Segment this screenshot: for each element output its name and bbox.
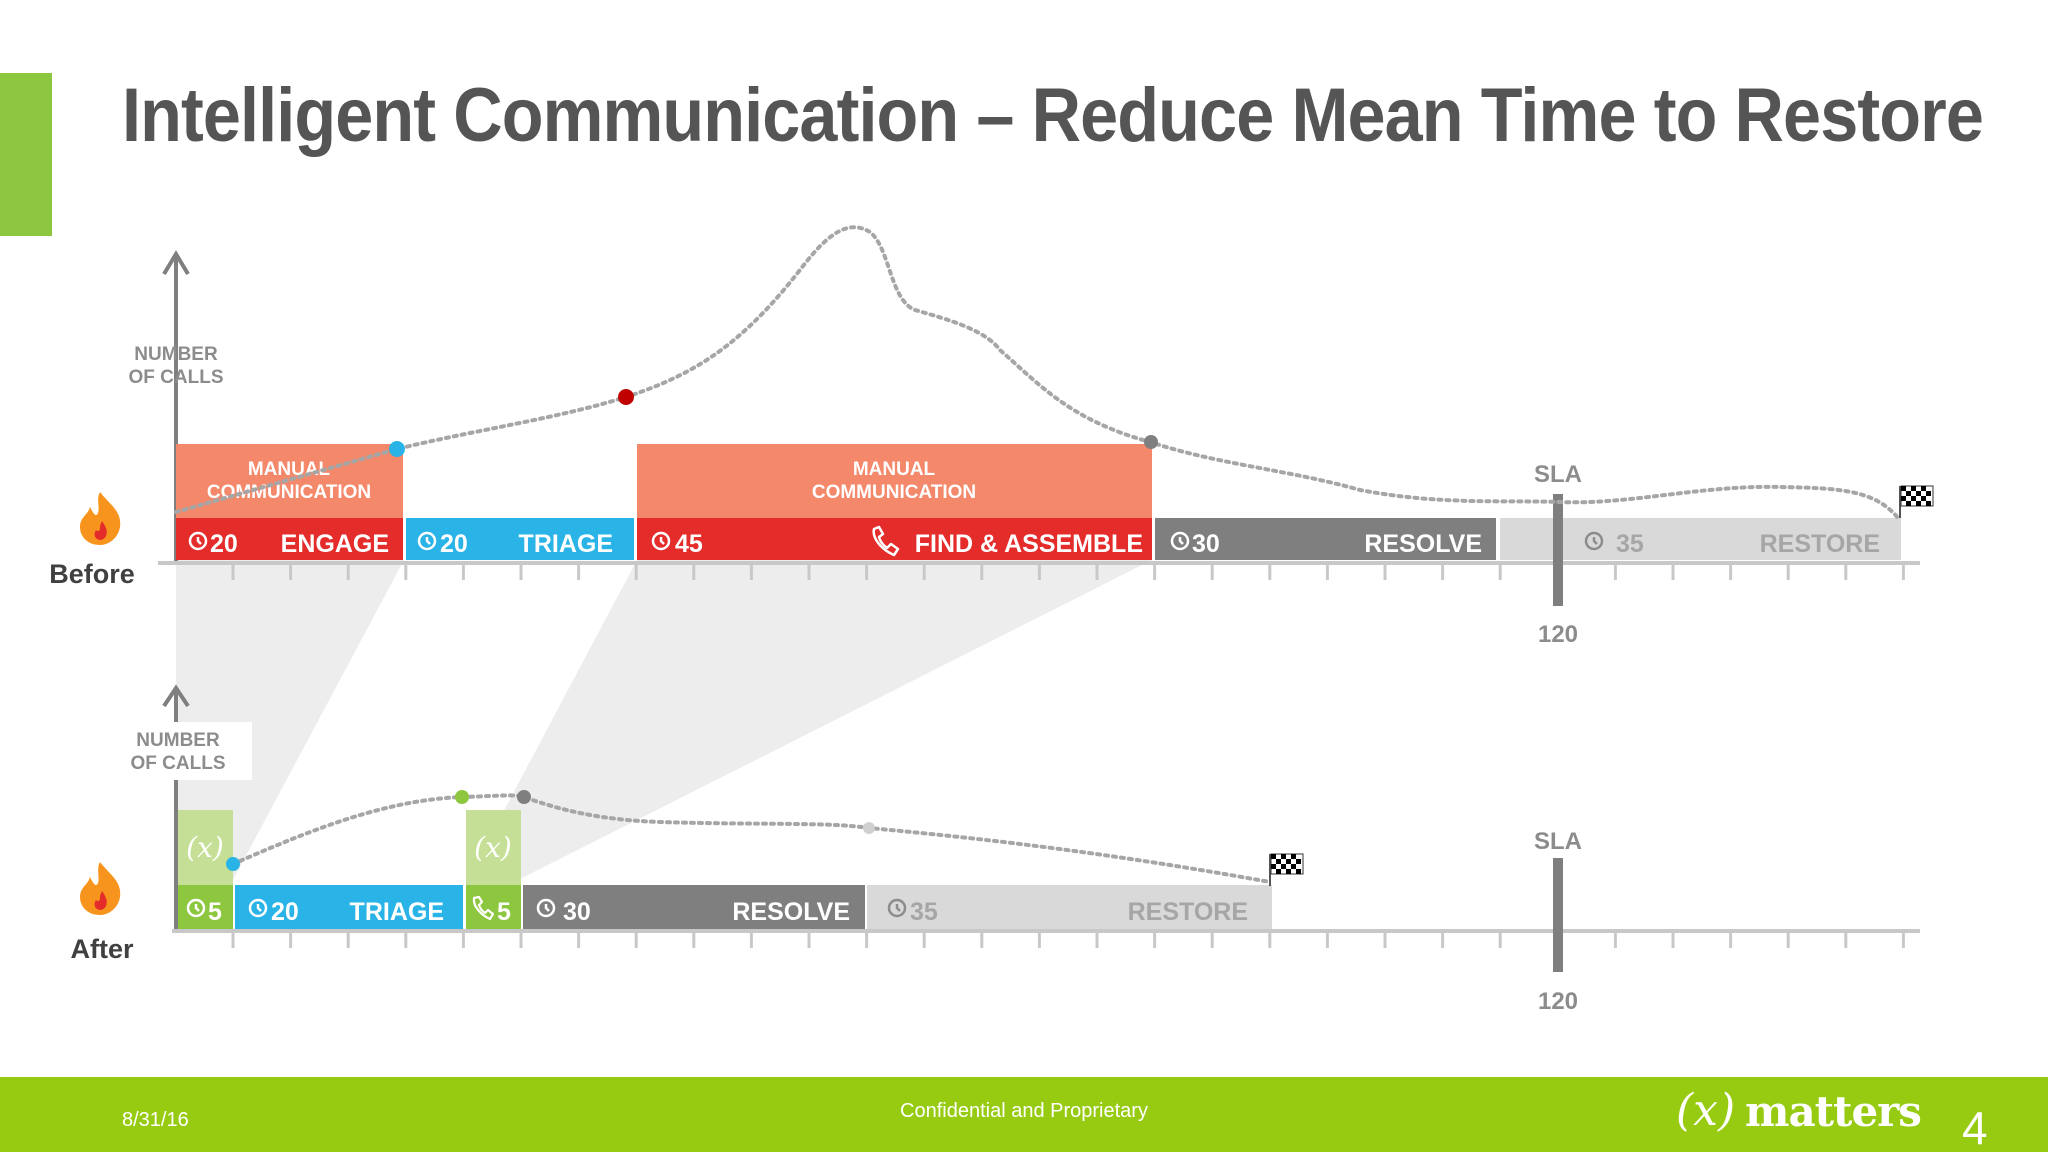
page-number: 4 xyxy=(1962,1102,1988,1154)
before-find-label: FIND & ASSEMBLE xyxy=(915,530,1143,558)
after-time-ticks xyxy=(231,931,1905,948)
after-curve-point-light xyxy=(863,822,875,834)
before-restore-segment xyxy=(1500,518,1901,560)
before-calls-curve xyxy=(174,225,1900,520)
before-manual-communication-block-2 xyxy=(637,444,1152,518)
after-triage-segment xyxy=(235,885,463,929)
after-engage-minutes: 5 xyxy=(208,898,222,926)
fire-icon xyxy=(80,862,121,915)
title-accent-bar xyxy=(0,73,52,236)
zoom-shade-find xyxy=(467,560,1152,880)
after-axis-label-box xyxy=(124,722,252,780)
after-xmatters-block-1 xyxy=(178,810,233,885)
before-label: Before xyxy=(49,559,135,589)
before-restore-label: RESTORE xyxy=(1760,530,1880,558)
clock-icon xyxy=(1584,531,1604,551)
after-resolve-segment xyxy=(523,885,865,929)
after-curve-point-gray xyxy=(517,790,531,804)
before-manual-label-2-line1: MANUAL xyxy=(853,459,936,480)
after-assemble-segment xyxy=(466,885,521,929)
clock-icon xyxy=(536,898,556,918)
clock-icon xyxy=(188,531,208,551)
footer-bar: 8/31/16 Confidential and Proprietary (x)… xyxy=(0,1077,2048,1154)
before-find-minutes: 45 xyxy=(675,530,703,558)
checkered-flag-icon xyxy=(1899,485,1934,518)
before-axis-label-line1: NUMBER xyxy=(134,344,218,365)
after-sla-value: 120 xyxy=(1538,988,1578,1015)
after-calls-curve xyxy=(231,793,1272,884)
before-resolve-segment xyxy=(1155,518,1496,560)
before-triage-segment xyxy=(406,518,634,560)
after-engage-segment xyxy=(178,885,233,929)
clock-icon xyxy=(186,898,206,918)
clock-icon xyxy=(248,898,268,918)
footer-confidential: Confidential and Proprietary xyxy=(900,1100,1148,1122)
before-sla-value: 120 xyxy=(1538,621,1578,648)
before-resolve-label: RESOLVE xyxy=(1364,530,1482,558)
before-axis-label-line2: OF CALLS xyxy=(129,367,224,388)
phone-icon xyxy=(872,525,900,557)
clock-icon xyxy=(1170,531,1190,551)
before-restore-minutes: 35 xyxy=(1616,530,1644,558)
after-axis-label-line1: NUMBER xyxy=(136,730,220,751)
after-restore-minutes: 35 xyxy=(910,898,938,926)
after-xmatters-symbol-1: (x) xyxy=(186,831,224,864)
after-triage-label: TRIAGE xyxy=(350,898,444,926)
zoom-shade-engage xyxy=(176,560,404,880)
after-resolve-label: RESOLVE xyxy=(732,898,850,926)
xmatters-logo-wordmark: matters xyxy=(1745,1087,1922,1136)
before-engage-segment xyxy=(176,518,403,560)
before-sla-label: SLA xyxy=(1534,461,1582,488)
after-assemble-minutes: 5 xyxy=(497,898,511,926)
after-restore-label: RESTORE xyxy=(1128,898,1248,926)
footer-date: 8/31/16 xyxy=(122,1109,189,1131)
fire-icon xyxy=(80,492,121,545)
before-curve-point-red xyxy=(618,389,634,405)
before-manual-label-1-line2: COMMUNICATION xyxy=(207,482,371,503)
before-y-axis-arrow xyxy=(162,250,190,276)
after-curve-point-green xyxy=(455,790,469,804)
after-label: After xyxy=(70,934,133,964)
after-y-axis-arrow xyxy=(162,684,190,708)
before-curve-point-blue xyxy=(389,441,405,457)
after-resolve-minutes: 30 xyxy=(563,898,591,926)
before-resolve-minutes: 30 xyxy=(1192,530,1220,558)
after-triage-minutes: 20 xyxy=(271,898,299,926)
before-engage-minutes: 20 xyxy=(210,530,238,558)
checkered-flag-icon xyxy=(1269,853,1304,886)
before-manual-communication-block-1 xyxy=(176,444,403,518)
before-curve-point-gray xyxy=(1144,435,1158,449)
clock-icon xyxy=(887,898,907,918)
after-xmatters-block-2 xyxy=(466,810,521,885)
after-axis-label-line2: OF CALLS xyxy=(131,753,226,774)
clock-icon xyxy=(651,531,671,551)
before-engage-label: ENGAGE xyxy=(281,530,389,558)
phone-icon xyxy=(472,895,495,921)
after-xmatters-symbol-2: (x) xyxy=(474,831,512,864)
after-curve-point-blue xyxy=(226,857,240,871)
clock-icon xyxy=(417,531,437,551)
page-title: Intelligent Communication – Reduce Mean … xyxy=(122,73,1984,158)
mttr-diagram: NUMBER OF CALLS MANUAL COMMUNICATION MAN… xyxy=(49,225,1934,1015)
before-manual-label-2-line2: COMMUNICATION xyxy=(812,482,976,503)
before-triage-minutes: 20 xyxy=(440,530,468,558)
after-sla-label: SLA xyxy=(1534,828,1582,855)
before-triage-label: TRIAGE xyxy=(519,530,613,558)
before-manual-label-1-line1: MANUAL xyxy=(248,459,331,480)
xmatters-logo-mark: (x) xyxy=(1676,1085,1736,1136)
after-restore-segment xyxy=(867,885,1272,929)
